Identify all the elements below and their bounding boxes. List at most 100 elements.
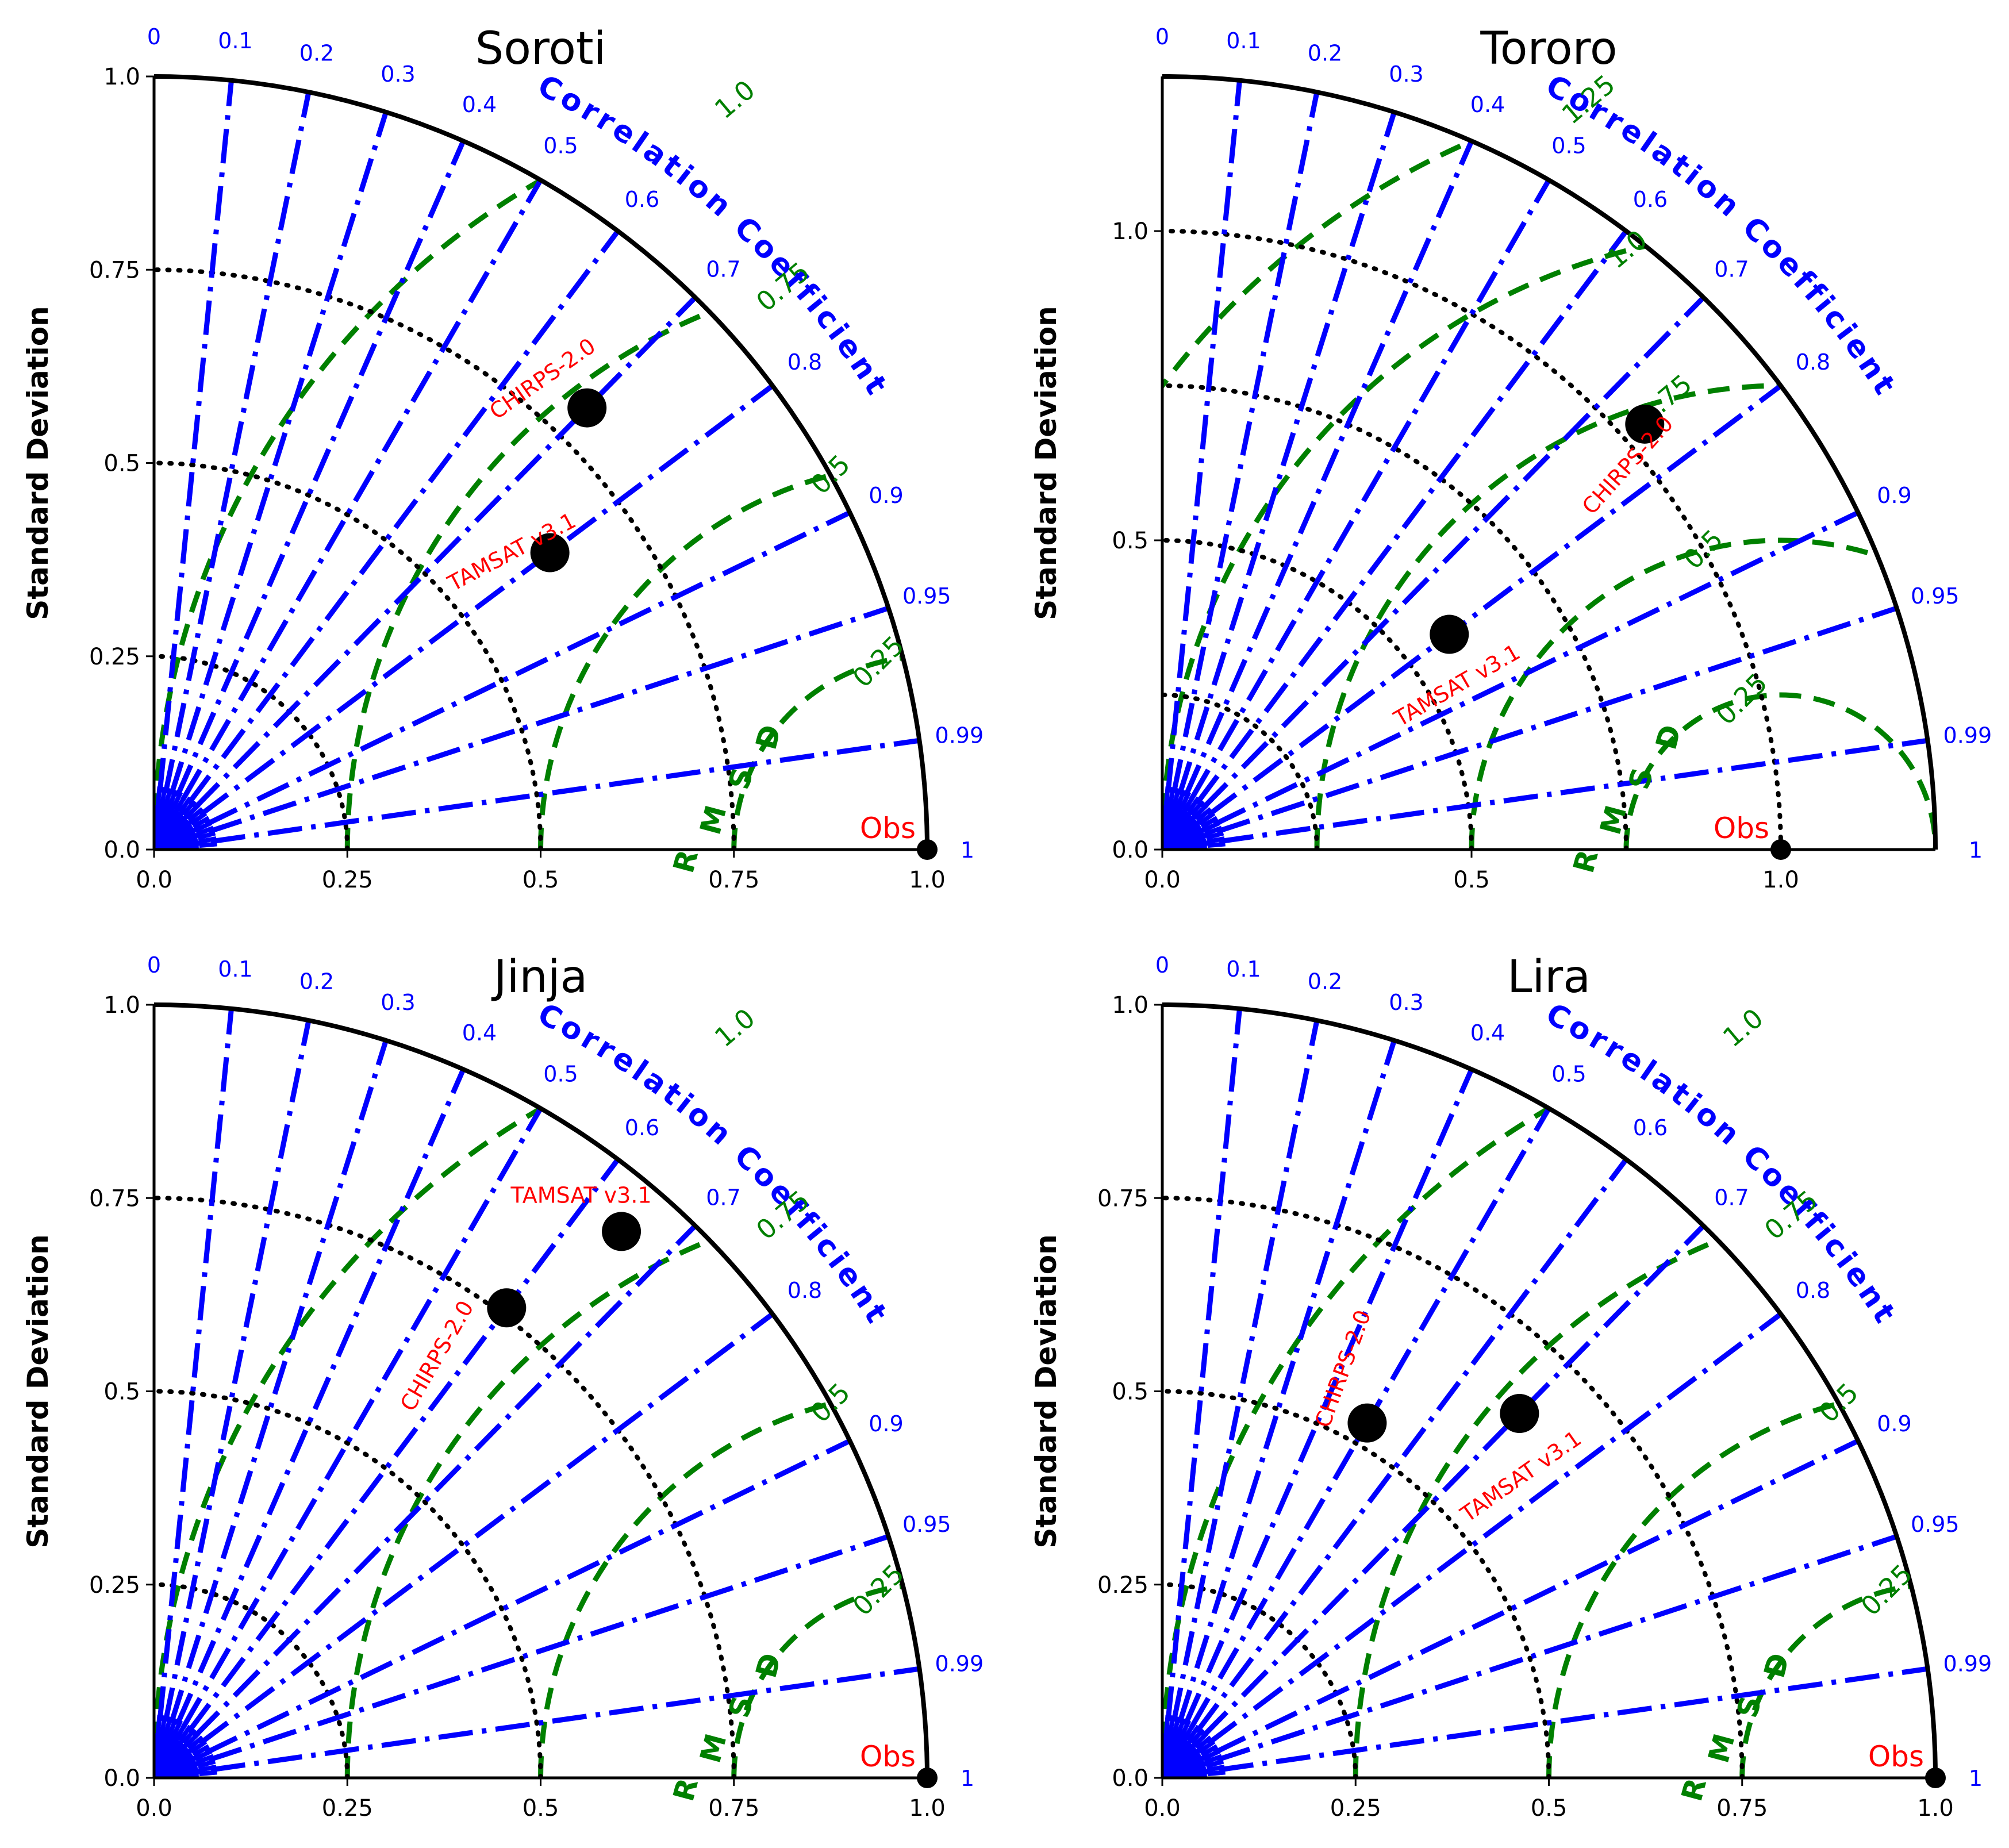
correlation-tick-label: 0.3 bbox=[1389, 62, 1423, 87]
correlation-title: Correlation Coefficient bbox=[1541, 997, 1904, 1332]
x-tick-label: 0.5 bbox=[523, 867, 559, 893]
correlation-tick-label: 1 bbox=[1969, 837, 1983, 863]
rmsd-contour bbox=[1162, 1005, 1935, 1778]
rmsd-contour-label: 1.0 bbox=[1717, 1002, 1769, 1053]
x-tick-label: 0.5 bbox=[523, 1795, 559, 1822]
correlation-tick-label: 0.6 bbox=[1633, 187, 1668, 212]
correlation-title-text: Correlation Coefficient bbox=[1541, 997, 1900, 1332]
plot-area bbox=[154, 76, 927, 850]
correlation-title-path bbox=[536, 93, 884, 417]
rmsd-contour-label: 1.0 bbox=[1601, 224, 1653, 274]
std-contour bbox=[1162, 383, 1628, 850]
correlation-tick-label: 0.4 bbox=[462, 1020, 497, 1046]
x-tick-label: 0.5 bbox=[1453, 867, 1490, 893]
reference-marker bbox=[917, 839, 938, 860]
correlation-tick-label: 0 bbox=[1155, 24, 1169, 49]
correlation-ray bbox=[154, 178, 543, 850]
correlation-tick-label: 0.9 bbox=[869, 483, 903, 508]
correlation-ray bbox=[154, 1107, 543, 1778]
correlation-tick-label: 0.4 bbox=[462, 92, 497, 117]
outer-arc bbox=[1162, 1002, 1938, 1778]
y-tick-label: 1.0 bbox=[103, 992, 140, 1019]
rmsd-contour-label: 0.5 bbox=[804, 448, 856, 500]
plot-area bbox=[154, 1005, 927, 1778]
correlation-ray bbox=[154, 80, 234, 850]
correlation-ray bbox=[1162, 1107, 1551, 1778]
correlation-title: Correlation Coefficient bbox=[532, 997, 896, 1332]
correlation-ray bbox=[1162, 80, 1242, 850]
correlation-tick-label: 0.99 bbox=[1943, 723, 1992, 748]
x-tick-label: 0.0 bbox=[1144, 867, 1181, 893]
x-tick-label: 0.25 bbox=[322, 1795, 373, 1822]
x-tick-label: 0.0 bbox=[1144, 1795, 1181, 1822]
correlation-tick-label: 0 bbox=[147, 952, 161, 978]
correlation-ray bbox=[154, 605, 890, 850]
outer-arc bbox=[153, 74, 929, 850]
correlation-ray bbox=[1162, 1666, 1929, 1778]
correlation-ray bbox=[154, 1666, 920, 1778]
origin-fill bbox=[154, 1733, 199, 1778]
origin-fill bbox=[154, 805, 199, 850]
correlation-ray bbox=[154, 1020, 312, 1778]
correlation-tick-label: 0.7 bbox=[1714, 1185, 1749, 1210]
rmsd-contour-label: 0.5 bbox=[1812, 1377, 1864, 1428]
x-tick-label: 1.0 bbox=[909, 867, 946, 893]
correlation-ray bbox=[1162, 229, 1628, 850]
rmsd-contour-label: 1.0 bbox=[709, 1002, 761, 1053]
correlation-ray bbox=[154, 229, 620, 850]
reference-marker bbox=[917, 1768, 938, 1788]
observation-label: Obs bbox=[860, 812, 916, 845]
correlation-tick-label: 0.8 bbox=[1796, 349, 1830, 375]
correlation-tick-label: 0.1 bbox=[1226, 28, 1261, 53]
correlation-tick-label: 0.3 bbox=[1389, 990, 1423, 1015]
y-tick-label: 1.0 bbox=[103, 64, 140, 90]
taylor-panel-lira: 0.0 0.0 0.25 0.25 0.5 0.5 0.75 0.75 1.0 1.0 Standa… bbox=[1030, 951, 1992, 1822]
reference-marker bbox=[1925, 1768, 1946, 1788]
rmsd-title-letter: S bbox=[1622, 764, 1660, 793]
x-tick-label: 0.0 bbox=[136, 1795, 172, 1822]
y-tick-label: 0.25 bbox=[1097, 1572, 1148, 1599]
x-tick-label: 1.0 bbox=[1762, 867, 1799, 893]
correlation-title: Correlation Coefficient bbox=[1541, 68, 1904, 404]
rmsd-contour-label: 0.5 bbox=[1677, 524, 1729, 575]
x-tick-label: 0.75 bbox=[708, 1795, 759, 1822]
correlation-ray bbox=[154, 1438, 851, 1778]
correlation-tick-label: 0.5 bbox=[1551, 1062, 1586, 1087]
correlation-ray bbox=[1162, 1158, 1628, 1778]
correlation-tick-label: 0.8 bbox=[1796, 1278, 1830, 1303]
correlation-tick-label: 0 bbox=[147, 24, 161, 49]
correlation-title-path bbox=[1544, 1021, 1892, 1346]
plot-area bbox=[1162, 76, 1935, 850]
correlation-tick-label: 0.9 bbox=[1877, 483, 1911, 508]
rmsd-title-letter: D bbox=[1758, 1650, 1796, 1681]
correlation-tick-label: 0.7 bbox=[706, 1185, 740, 1210]
x-tick-label: 1.0 bbox=[909, 1795, 946, 1822]
correlation-tick-label: 0.5 bbox=[1551, 133, 1586, 159]
correlation-tick-label: 1 bbox=[961, 1766, 974, 1791]
correlation-tick-label: 0.95 bbox=[1911, 583, 1960, 609]
correlation-ray bbox=[1162, 140, 1474, 850]
correlation-tick-label: 0.4 bbox=[1470, 1020, 1505, 1046]
y-tick-label: 0.5 bbox=[1112, 1379, 1148, 1405]
correlation-tick-label: 0.5 bbox=[543, 133, 578, 159]
y-tick-label: 0.75 bbox=[89, 257, 140, 283]
correlation-tick-label: 0.6 bbox=[1633, 1115, 1668, 1140]
x-tick-label: 0.75 bbox=[1716, 1795, 1768, 1822]
correlation-tick-label: 0.9 bbox=[869, 1411, 903, 1436]
correlation-tick-label: 0.99 bbox=[935, 1651, 984, 1676]
y-tick-label: 0.25 bbox=[89, 644, 140, 670]
correlation-title-text: Correlation Coefficient bbox=[1541, 68, 1900, 404]
y-tick-label: 0.25 bbox=[89, 1572, 140, 1599]
correlation-tick-label: 1 bbox=[1969, 1766, 1983, 1791]
data-point-label: TAMSAT v3.1 bbox=[510, 1182, 651, 1208]
rmsd-title-letter: D bbox=[750, 1650, 788, 1681]
rmsd-title-letter: D bbox=[1649, 721, 1688, 753]
correlation-tick-label: 0.2 bbox=[1308, 41, 1342, 66]
outer-arc bbox=[1162, 74, 1938, 850]
y-tick-label: 0.75 bbox=[89, 1185, 140, 1212]
std-contour bbox=[1162, 1196, 1745, 1778]
correlation-tick-label: 0.99 bbox=[935, 723, 984, 748]
x-tick-label: 0.5 bbox=[1531, 1795, 1568, 1822]
rmsd-contour-label: 0.25 bbox=[847, 1558, 911, 1622]
correlation-ray bbox=[154, 1312, 774, 1778]
